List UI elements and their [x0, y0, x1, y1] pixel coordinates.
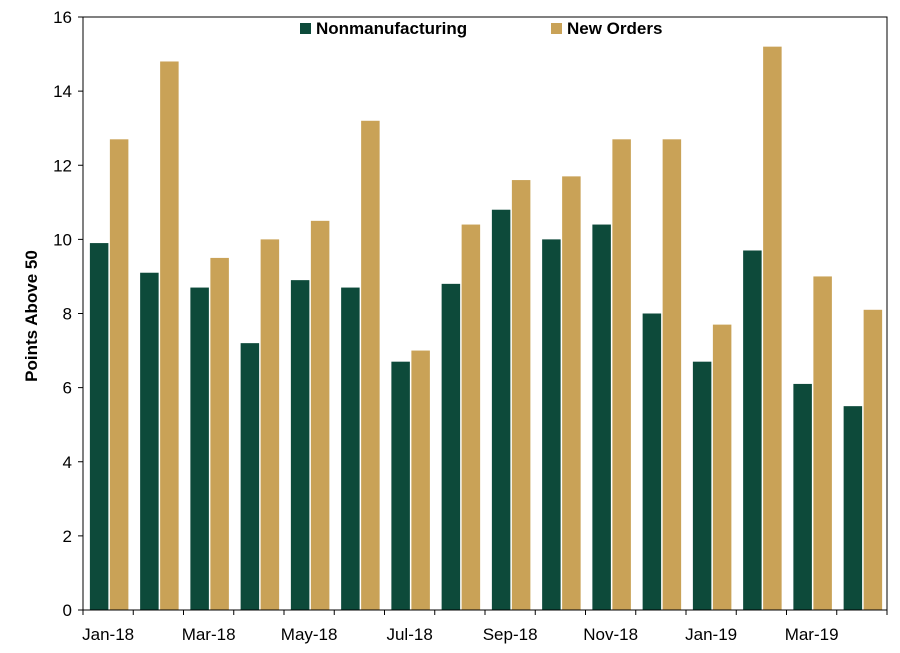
bar-nonmanufacturing-apr-18 — [240, 343, 260, 610]
bar-nonmanufacturing-mar-19 — [793, 383, 812, 610]
y-ticks-group: 0 2 4 6 8 10 12 14 16 — [53, 8, 83, 620]
y-tick-label: 8 — [63, 305, 72, 324]
legend-label-new-orders: New Orders — [567, 19, 662, 38]
legend-swatch-new-orders — [551, 23, 562, 34]
y-tick-label: 6 — [63, 379, 72, 398]
bar-new-orders-mar-19 — [813, 276, 832, 610]
x-tick-label: Jul-18 — [386, 625, 432, 644]
y-tick-label: 10 — [53, 230, 72, 249]
y-tick-label: 4 — [63, 453, 72, 472]
bar-new-orders-jan-19 — [712, 324, 732, 610]
bar-nonmanufacturing-aug-18 — [441, 283, 461, 610]
bar-new-orders-jun-18 — [361, 120, 380, 610]
bars-group — [89, 46, 883, 611]
bar-new-orders-feb-18 — [160, 61, 179, 611]
x-tick-label: Nov-18 — [583, 625, 638, 644]
bar-new-orders-may-18 — [310, 220, 330, 610]
x-tick-label: Sep-18 — [483, 625, 538, 644]
bar-new-orders-dec-18 — [662, 139, 682, 610]
bar-new-orders-feb-19 — [763, 46, 782, 610]
bar-nonmanufacturing-jan-18 — [89, 243, 109, 610]
y-tick-label: 2 — [63, 527, 72, 546]
bar-new-orders-jul-18 — [411, 350, 430, 610]
bar-nonmanufacturing-feb-18 — [140, 272, 159, 610]
legend-swatch-nonmanufacturing — [300, 23, 311, 34]
bar-nonmanufacturing-oct-18 — [542, 239, 561, 611]
bar-nonmanufacturing-nov-18 — [592, 224, 611, 611]
x-ticks-group: Jan-18 Mar-18 May-18 Jul-18 Sep-18 Nov-18 Jan-… — [82, 610, 888, 644]
x-tick-label: Jan-19 — [685, 625, 737, 644]
bar-new-orders-jan-18 — [109, 139, 129, 610]
bar-nonmanufacturing-jan-19 — [692, 361, 712, 610]
y-tick-label: 0 — [63, 601, 72, 620]
bar-nonmanufacturing-jul-18 — [391, 361, 410, 610]
bar-nonmanufacturing-may-18 — [290, 280, 310, 610]
bar-new-orders-mar-18 — [210, 257, 229, 610]
plot-frame — [82, 16, 888, 611]
bar-new-orders-nov-18 — [612, 139, 631, 610]
y-axis-title: Points Above 50 — [22, 250, 41, 382]
bar-nonmanufacturing-jun-18 — [341, 287, 360, 610]
bar-new-orders-oct-18 — [562, 176, 581, 610]
y-tick-label: 16 — [53, 8, 72, 27]
bar-nonmanufacturing-mar-18 — [190, 287, 209, 610]
bar-new-orders-apr-18 — [260, 239, 280, 611]
legend-label-nonmanufacturing: Nonmanufacturing — [316, 19, 467, 38]
x-tick-label: Jan-18 — [82, 625, 134, 644]
x-tick-label: Mar-19 — [785, 625, 839, 644]
x-tick-label: Mar-18 — [182, 625, 236, 644]
y-tick-label: 12 — [53, 156, 72, 175]
bar-nonmanufacturing-feb-19 — [743, 250, 762, 611]
y-tick-label: 14 — [53, 82, 72, 101]
bar-new-orders-apr-19 — [863, 309, 883, 610]
bar-nonmanufacturing-sep-18 — [491, 209, 511, 610]
legend: Nonmanufacturing New Orders — [300, 19, 662, 38]
bar-new-orders-aug-18 — [461, 224, 481, 611]
bar-new-orders-sep-18 — [511, 180, 531, 610]
bar-nonmanufacturing-apr-19 — [843, 406, 863, 610]
bar-nonmanufacturing-dec-18 — [642, 313, 662, 610]
x-tick-label: May-18 — [281, 625, 338, 644]
